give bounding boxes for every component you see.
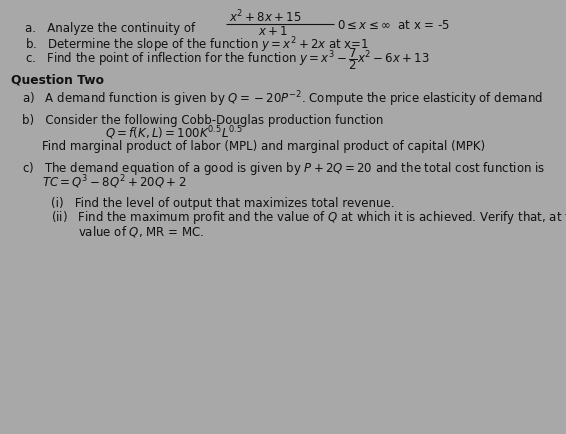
Text: (ii)   Find the maximum profit and the value of $Q$ at which it is achieved. Ver: (ii) Find the maximum profit and the val… (51, 209, 566, 227)
Text: Find marginal product of labor (MPL) and marginal product of capital (MPK): Find marginal product of labor (MPL) and… (42, 140, 486, 153)
Text: b)   Consider the following Cobb-Douglas production function: b) Consider the following Cobb-Douglas p… (22, 114, 383, 127)
Text: value of $Q$, MR = MC.: value of $Q$, MR = MC. (78, 224, 204, 239)
Text: b.   Determine the slope of the function $y = x^2 + 2x$ at x=1: b. Determine the slope of the function $… (25, 36, 370, 56)
Text: $Q = f(K, L) = 100K^{0.5}L^{0.5}$: $Q = f(K, L) = 100K^{0.5}L^{0.5}$ (105, 125, 243, 142)
Text: (i)   Find the level of output that maximizes total revenue.: (i) Find the level of output that maximi… (51, 197, 395, 210)
Text: $0 \leq x \leq \infty$  at x = -5: $0 \leq x \leq \infty$ at x = -5 (337, 19, 451, 32)
Text: $x^2 +8x+15$: $x^2 +8x+15$ (229, 9, 302, 26)
Text: a)   A demand function is given by $Q = -20P^{-2}$. Compute the price elasticity: a) A demand function is given by $Q = -2… (22, 89, 542, 109)
Text: Question Two: Question Two (11, 73, 104, 86)
Text: $TC = Q^3 - 8Q^2 + 20Q + 2$: $TC = Q^3 - 8Q^2 + 20Q + 2$ (42, 174, 187, 191)
Text: $x+1$: $x+1$ (258, 25, 288, 38)
Text: c)   The demand equation of a good is given by $P + 2Q = 20$ and the total cost : c) The demand equation of a good is give… (22, 160, 544, 177)
Text: a.   Analyze the continuity of: a. Analyze the continuity of (25, 22, 196, 35)
Text: c.   Find the point of inflection for the function $y = x^3 - \dfrac{7}{2}x^2 - : c. Find the point of inflection for the … (25, 46, 430, 72)
